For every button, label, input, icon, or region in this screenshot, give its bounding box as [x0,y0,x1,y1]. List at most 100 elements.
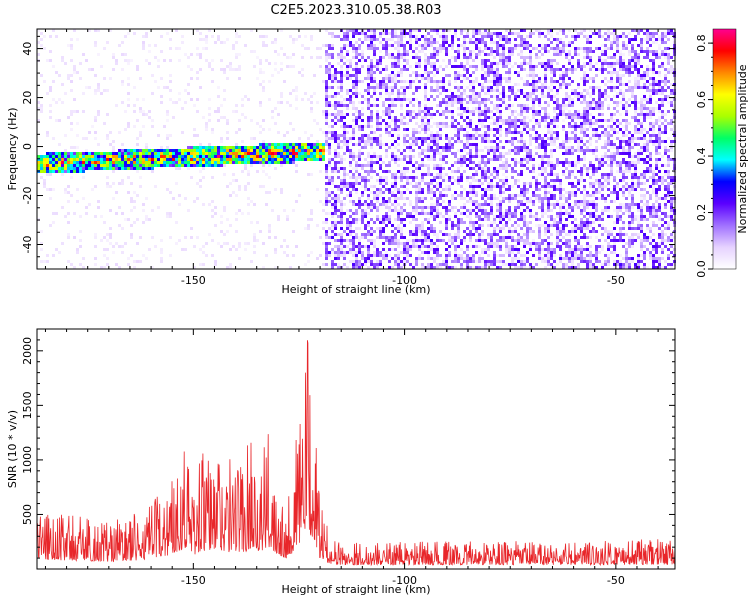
heatmap-cell [124,218,127,221]
heatmap-cell [340,86,343,89]
heatmap-cell [448,188,451,191]
heatmap-cell [76,155,79,158]
heatmap-cell [562,107,565,110]
heatmap-cell [547,173,550,176]
heatmap-cell [556,233,559,236]
heatmap-cell [298,158,301,161]
heatmap-cell [436,266,439,269]
heatmap-cell [439,155,442,158]
heatmap-cell [310,218,313,221]
heatmap-cell [487,110,490,113]
heatmap-cell [367,104,370,107]
heatmap-cell [487,161,490,164]
heatmap-cell [556,221,559,224]
heatmap-cell [517,140,520,143]
heatmap-cell [469,158,472,161]
heatmap-cell [487,194,490,197]
heatmap-cell [334,206,337,209]
heatmap-cell [340,146,343,149]
heatmap-cell [514,47,517,50]
heatmap-cell [295,245,298,248]
heatmap-cell [337,134,340,137]
heatmap-cell [436,263,439,266]
heatmap-cell [550,137,553,140]
heatmap-cell [496,80,499,83]
heatmap-cell [511,212,514,215]
heatmap-cell [79,239,82,242]
heatmap-cell [268,191,271,194]
heatmap-cell [553,101,556,104]
heatmap-cell [445,257,448,260]
heatmap-cell [427,191,430,194]
heatmap-cell [409,230,412,233]
heatmap-cell [73,266,76,269]
heatmap-cell [268,230,271,233]
heatmap-cell [361,95,364,98]
heatmap-cell [499,266,502,269]
heatmap-cell [487,152,490,155]
heatmap-cell [529,68,532,71]
heatmap-cell [511,224,514,227]
heatmap-cell [205,152,208,155]
heatmap-cell [94,161,97,164]
heatmap-cell [520,149,523,152]
heatmap-cell [382,254,385,257]
heatmap-cell [514,44,517,47]
heatmap-cell [445,260,448,263]
heatmap-cell [376,194,379,197]
heatmap-cell [472,41,475,44]
heatmap-cell [511,236,514,239]
heatmap-cell [385,65,388,68]
heatmap-cell [445,134,448,137]
heatmap-cell [49,173,52,176]
heatmap-cell [454,254,457,257]
heatmap-cell [310,107,313,110]
heatmap-cell [484,164,487,167]
heatmap-cell [553,68,556,71]
heatmap-cell [358,173,361,176]
heatmap-cell [484,119,487,122]
heatmap-cell [526,98,529,101]
heatmap-cell [559,260,562,263]
heatmap-cell [427,221,430,224]
heatmap-cell [418,167,421,170]
heatmap-cell [112,164,115,167]
heatmap-cell [262,140,265,143]
heatmap-cell [43,170,46,173]
heatmap-cell [445,74,448,77]
heatmap-cell [556,98,559,101]
heatmap-cell [79,230,82,233]
heatmap-cell [520,173,523,176]
heatmap-cell [106,134,109,137]
heatmap-cell [40,164,43,167]
heatmap-cell [373,254,376,257]
heatmap-cell [469,134,472,137]
heatmap-cell [514,149,517,152]
heatmap-cell [400,38,403,41]
heatmap-cell [427,254,430,257]
heatmap-cell [370,200,373,203]
heatmap-cell [559,254,562,257]
heatmap-cell [517,266,520,269]
heatmap-cell [400,266,403,269]
heatmap-cell [394,194,397,197]
heatmap-cell [445,254,448,257]
heatmap-cell [541,53,544,56]
heatmap-cell [406,104,409,107]
heatmap-cell [235,158,238,161]
heatmap-cell [301,155,304,158]
heatmap-cell [463,146,466,149]
heatmap-cell [469,80,472,83]
heatmap-cell [52,170,55,173]
heatmap-cell [508,227,511,230]
heatmap-cell [445,101,448,104]
heatmap-cell [415,200,418,203]
heatmap-cell [190,152,193,155]
heatmap-cell [127,191,130,194]
heatmap-cell [295,170,298,173]
heatmap-cell [358,251,361,254]
heatmap-cell [328,146,331,149]
heatmap-cell [379,233,382,236]
heatmap-cell [325,221,328,224]
heatmap-cell [259,230,262,233]
